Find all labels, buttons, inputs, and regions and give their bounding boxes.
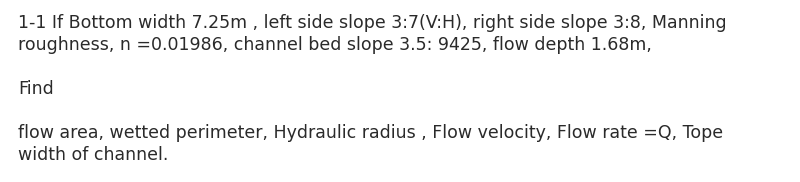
Text: flow area, wetted perimeter, Hydraulic radius , Flow velocity, Flow rate =Q, Top: flow area, wetted perimeter, Hydraulic r… <box>18 124 723 142</box>
Text: roughness, n =0.01986, channel bed slope 3.5: 9425, flow depth 1.68m,: roughness, n =0.01986, channel bed slope… <box>18 36 652 54</box>
Text: 1-1 If Bottom width 7.25m , left side slope 3:7(V:H), right side slope 3:8, Mann: 1-1 If Bottom width 7.25m , left side sl… <box>18 14 726 32</box>
Text: Find: Find <box>18 80 54 98</box>
Text: width of channel.: width of channel. <box>18 146 168 164</box>
